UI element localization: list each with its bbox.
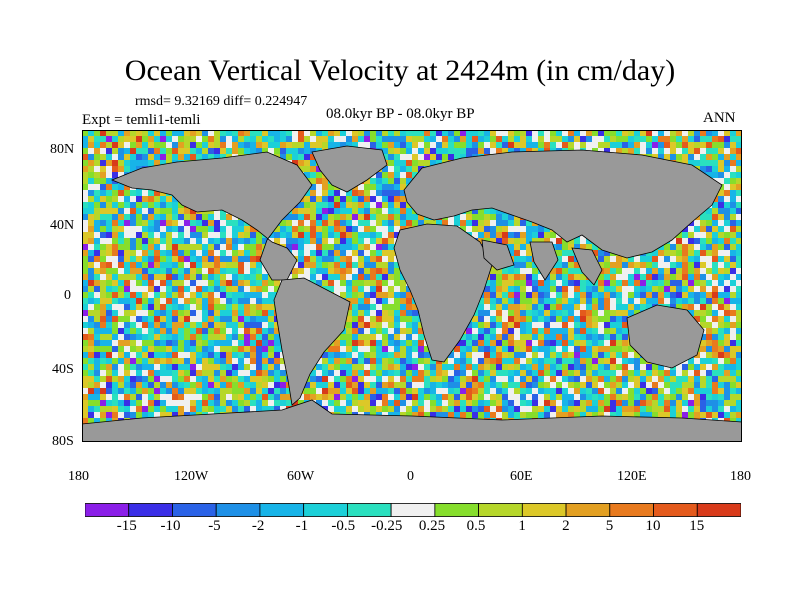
colorbar-box <box>303 503 348 517</box>
lat-tick-40n: 40N <box>50 218 75 233</box>
land-eurasia <box>403 149 723 259</box>
land-greenland <box>311 145 388 193</box>
colorbar-box <box>478 503 523 517</box>
land-india <box>529 241 559 281</box>
lon-tick-180w: 180 <box>68 469 89 484</box>
colorbar-box <box>696 503 741 517</box>
colorbar-box <box>85 503 130 517</box>
lat-tick-80s: 80S <box>52 434 74 449</box>
map-frame <box>82 130 742 442</box>
colorbar-box <box>565 503 611 517</box>
experiment-label: Expt = temli1-temli <box>82 112 201 128</box>
chart-title: Ocean Vertical Velocity at 2424m (in cm/… <box>124 54 676 87</box>
lon-tick-60w: 60W <box>287 469 315 484</box>
colorbar-label: 15 <box>689 518 705 534</box>
lon-tick-120e: 120E <box>617 469 647 484</box>
land-australia <box>626 304 705 369</box>
colorbar-label: -15 <box>116 518 137 534</box>
colorbar-label: 5 <box>605 518 614 534</box>
colorbar-label: -0.5 <box>331 518 356 534</box>
land-south-america <box>273 277 351 406</box>
colorbar-box <box>215 503 261 517</box>
colorbar-label: -0.25 <box>371 518 403 534</box>
colorbar-box <box>346 503 392 517</box>
velocity-map <box>82 130 742 442</box>
lon-tick-180e: 180 <box>730 469 751 484</box>
landmasses <box>82 145 742 442</box>
land-southeast-asia <box>571 247 603 286</box>
colorbar-label: -1 <box>295 518 309 534</box>
lat-tick-40s: 40S <box>52 362 74 377</box>
colorbar-label: 0.5 <box>466 518 486 534</box>
land-arabia <box>481 239 515 271</box>
colorbar-box <box>434 503 479 517</box>
colorbar-box <box>172 503 217 517</box>
season-label: ANN <box>703 110 736 126</box>
lon-tick-0: 0 <box>407 469 414 484</box>
colorbar-label: -5 <box>208 518 221 534</box>
colorbar-box <box>128 503 173 517</box>
lon-tick-120w: 120W <box>174 469 209 484</box>
land-africa <box>393 223 493 363</box>
period-label: 08.0kyr BP - 08.0kyr BP <box>326 106 475 122</box>
colorbar <box>85 503 741 517</box>
colorbar-label: -10 <box>160 518 181 534</box>
lat-tick-80n: 80N <box>50 142 75 157</box>
land-antarctica <box>82 399 742 442</box>
colorbar-label: 2 <box>562 518 570 534</box>
colorbar-box <box>653 503 698 517</box>
colorbar-box <box>259 503 305 517</box>
lon-tick-60e: 60E <box>510 469 533 484</box>
colorbar-label: 0.25 <box>418 518 446 534</box>
lat-tick-0: 0 <box>64 288 71 303</box>
colorbar-box <box>390 503 436 517</box>
colorbar-label: 1 <box>518 518 526 534</box>
colorbar-box <box>609 503 654 517</box>
colorbar-label: -2 <box>251 518 265 534</box>
colorbar-label: 10 <box>645 518 661 534</box>
stats-line: rmsd= 9.32169 diff= 0.224947 <box>135 94 308 109</box>
colorbar-box <box>521 503 567 517</box>
